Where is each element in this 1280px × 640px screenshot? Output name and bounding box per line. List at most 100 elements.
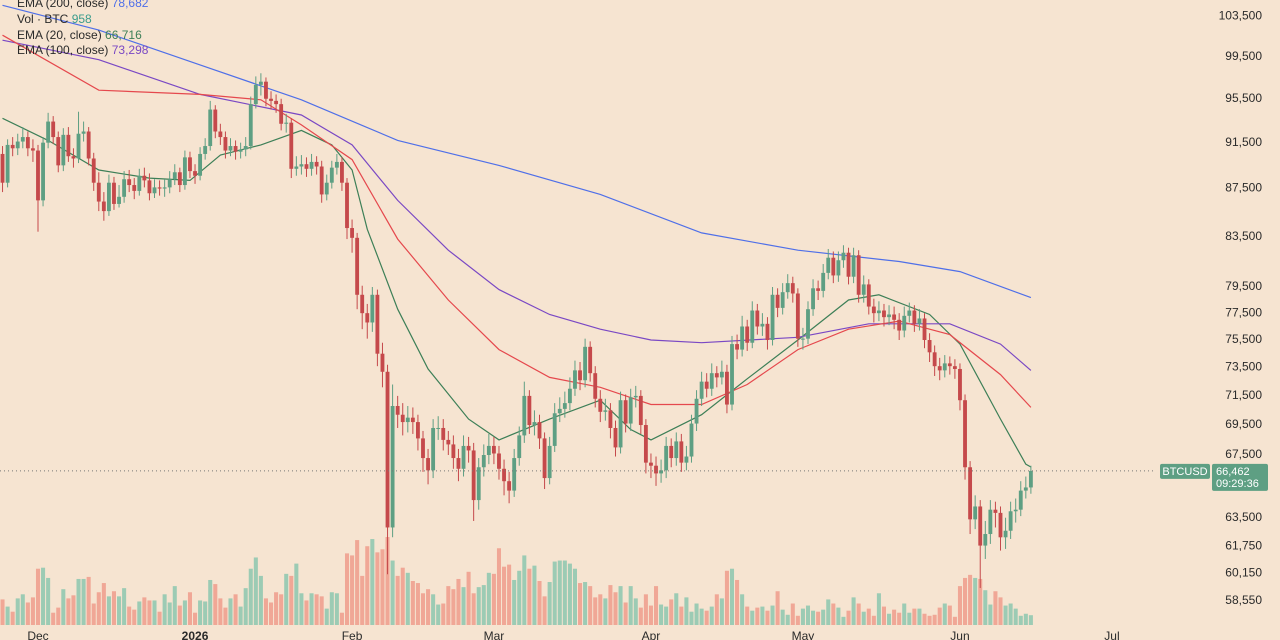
volume-bar [699,608,704,625]
candle-body [46,121,51,143]
volume-bar [380,549,385,625]
volume-bar [613,592,618,625]
volume-bar [41,567,46,625]
y-tick-label: 58,550 [1225,593,1262,607]
volume-bar [172,586,177,625]
x-tick-label: Feb [342,629,363,640]
candle-body [887,314,891,318]
legend-item: EMA (200, close) 78,682 [17,0,149,10]
volume-bar [957,586,962,625]
candle-body [71,156,76,159]
candle-body [177,172,182,186]
candle-body [740,326,745,350]
candle-body [927,340,932,353]
ema-line [2,4,1032,299]
volume-bar [350,555,355,625]
y-tick-label: 87,500 [1225,181,1262,195]
volume-bar [507,564,512,625]
volume-bar [785,614,790,625]
volume-bar [684,597,689,625]
candle-body [770,294,775,341]
candle-body [912,310,917,324]
candle-body [633,395,638,398]
volume-bar [826,599,831,625]
candle-body [674,441,679,459]
candle-body [775,294,780,308]
volume-bar [142,597,147,625]
volume-bar [481,585,486,625]
candle-body [269,98,273,101]
volume-bar [91,603,96,625]
candle-body [416,422,420,439]
candle-body [441,427,446,440]
candle-body [623,400,628,424]
y-tick-label: 79,500 [1225,279,1262,293]
candle-body [36,150,40,201]
candle-body [41,142,45,201]
candle-body [264,81,268,99]
volume-bar [836,607,841,625]
candle-body [876,310,881,314]
candle-body [253,84,258,105]
y-tick-label: 95,500 [1225,91,1262,105]
volume-bar [294,563,299,625]
candle-body [355,237,360,295]
volume-bar [86,576,91,625]
volume-bar [279,594,284,625]
volume-bar [431,594,436,625]
candle-body [304,164,309,169]
candle-body [329,167,334,183]
candle-body [790,283,795,294]
volume-bar [846,610,851,625]
candle-body [96,182,101,202]
legend-item: EMA (20, close) 66,716 [17,28,142,42]
candle-body [56,137,61,166]
legend-item: Vol · BTC 958 [17,12,92,26]
volume-bar [218,598,223,625]
candle-body [400,414,405,423]
volume-bar [274,592,279,625]
candle-body [826,257,831,273]
volume-bar [978,578,983,625]
candle-body [866,284,871,307]
candle-body [836,260,841,276]
candle-body [871,306,876,314]
candle-body [299,164,304,167]
candle-body [76,133,81,159]
volume-bar [329,592,334,625]
volume-bar [491,573,496,625]
volume-bar [557,560,562,625]
candle-body [451,444,456,459]
volume-bar [1018,615,1023,625]
candle-body [25,137,30,149]
volume-bar [10,611,15,625]
volume-bar [968,574,973,625]
candle-body [613,427,618,448]
volume-bar [876,593,881,625]
candle-body [198,153,203,176]
candle-body [608,410,613,428]
candle-body [755,310,760,327]
candle-body [527,395,532,426]
candle-body [861,284,866,295]
volume-bar [993,591,998,625]
volume-bar [593,597,598,625]
x-tick-label: Mar [484,629,505,640]
volume-bar [618,586,623,625]
volume-bar [238,606,243,625]
x-tick-label: May [792,629,815,640]
volume-bar [182,600,187,625]
candle-body [669,445,674,459]
volume-bar [405,572,410,625]
candle-body [785,283,790,293]
volume-bar [167,602,172,625]
candle-body [598,398,603,412]
candle-body [365,313,370,323]
candle-body [963,400,967,468]
volume-bar [426,589,431,625]
candle-body [294,166,299,169]
candle-body [1023,487,1028,491]
volume-bar [973,577,978,625]
candle-body [86,131,91,159]
x-tick-label: Jul [1104,629,1119,640]
